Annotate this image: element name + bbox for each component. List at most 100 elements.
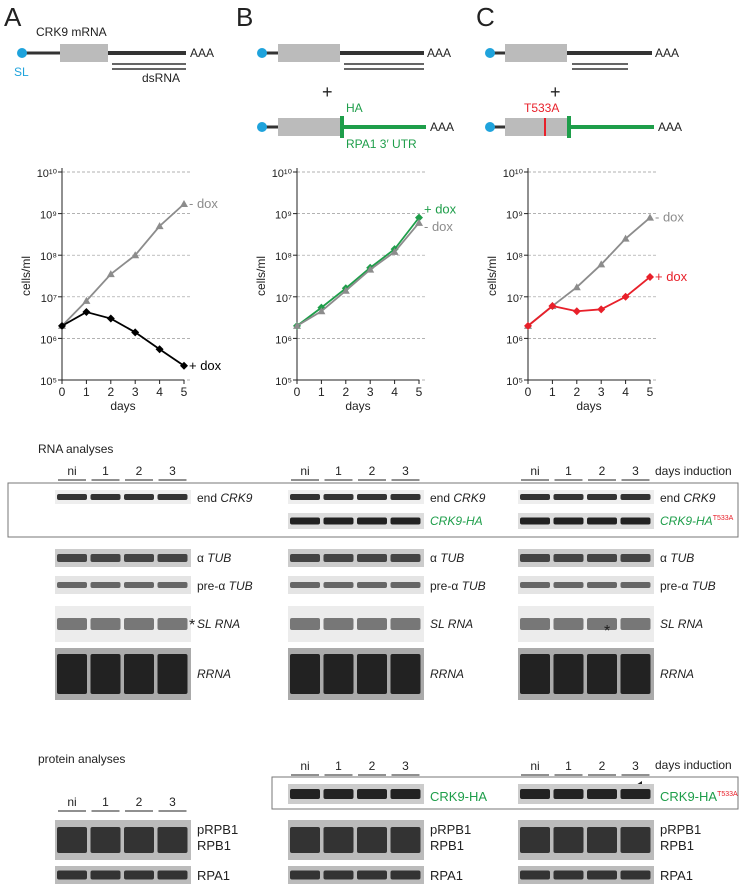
blot-band [620, 618, 651, 630]
lane-label: ni [300, 464, 309, 478]
blot-band [357, 554, 387, 562]
label-part: pRPB1 [430, 822, 471, 837]
diagram-b: AAA + HA RPA1 3′ UTR AAA [257, 44, 454, 151]
x-tick-label: 3 [367, 385, 374, 399]
blot-band [553, 789, 584, 799]
data-point [415, 213, 423, 222]
label-part: TUB [440, 551, 464, 565]
blot-band [124, 582, 154, 588]
label-part: RPB1 [660, 838, 694, 853]
blot-band [290, 789, 320, 799]
lane-label: 1 [565, 759, 572, 773]
lane-label: 3 [632, 759, 639, 773]
label: T533A [524, 101, 559, 115]
blot-band [323, 870, 354, 880]
series-line [61, 203, 185, 327]
data-point [293, 321, 301, 329]
box [7, 482, 739, 538]
data-point [155, 222, 164, 230]
section-title: protein analyses [38, 752, 125, 766]
blot-band [520, 517, 550, 525]
label: HA [346, 101, 363, 115]
blot-band [290, 618, 320, 630]
data-point [155, 345, 164, 354]
x-tick-label: 1 [83, 385, 90, 399]
blot-background [288, 576, 424, 594]
y-tick-label: 10⁶ [506, 334, 523, 346]
blot-band [620, 789, 651, 799]
label-part: TUB [692, 579, 716, 593]
blot-label: pRPB1 [197, 822, 238, 837]
blot-background [55, 866, 191, 884]
blot-band [390, 554, 421, 562]
blot-background [288, 866, 424, 884]
y-tick-label: 10⁸ [275, 251, 292, 263]
blot-band [323, 654, 354, 694]
label-part: RRNA [430, 667, 464, 681]
blot-band [323, 517, 354, 525]
y-tick-label: 10⁷ [276, 293, 292, 305]
blot-band [90, 870, 121, 880]
blot-background [55, 576, 191, 594]
blot-label: pRPB1 [660, 822, 701, 837]
blot-band [357, 517, 387, 525]
label: dsRNA [142, 71, 180, 85]
series-label: - dox [655, 210, 684, 225]
data-point [317, 307, 326, 315]
blot-band [357, 618, 387, 630]
blot-label: CRK9-HAT533A [660, 789, 738, 804]
blot-band [520, 494, 550, 500]
y-axis-label: cells/ml [254, 256, 268, 296]
blot-label: SL RNA [430, 617, 473, 631]
blot-band [57, 618, 87, 630]
lane-label: 1 [335, 464, 342, 478]
x-tick-label: 1 [549, 385, 556, 399]
label-part: TUB [229, 579, 253, 593]
blot-band [587, 870, 617, 880]
blot-band [157, 654, 188, 694]
series-label: - dox [189, 196, 218, 211]
blot-band [620, 517, 651, 525]
label-part: CRK9 [453, 491, 485, 505]
blot-band [290, 654, 320, 694]
data-point [58, 321, 66, 330]
series-line [296, 222, 420, 327]
lane-label: 2 [369, 464, 376, 478]
blot-band [587, 517, 617, 525]
y-tick-label: 10⁵ [40, 376, 57, 388]
blot-band [157, 870, 188, 880]
blot-band [290, 494, 320, 500]
label-part: CRK9 [683, 491, 715, 505]
blot-band [157, 618, 188, 630]
y-axis-label: cells/ml [19, 256, 33, 296]
series-line [296, 217, 420, 327]
label: days induction [655, 758, 732, 772]
blot-band [390, 582, 421, 588]
series-line [527, 276, 651, 327]
lane-label: ni [67, 795, 76, 809]
blot-background [518, 513, 654, 529]
blot-band [290, 827, 320, 853]
lane-label: 3 [402, 464, 409, 478]
y-tick-label: 10⁸ [506, 251, 523, 263]
blot-label: end CRK9 [660, 491, 716, 505]
blot-label: RPA1 [197, 868, 230, 883]
blot-band [587, 827, 617, 853]
y-tick-label: 10⁹ [40, 210, 57, 222]
blot-band [357, 870, 387, 880]
blot-background [288, 549, 424, 567]
label-part: pre-α [660, 579, 692, 593]
data-point [621, 234, 630, 242]
lane-label: 3 [632, 464, 639, 478]
blot-band [57, 654, 87, 694]
blot-band [390, 494, 421, 500]
label-part: pre-α [197, 579, 229, 593]
blot-band [323, 554, 354, 562]
blot-label: pre-α TUB [660, 579, 716, 593]
lane-label: 1 [102, 464, 109, 478]
blot-band [520, 789, 550, 799]
label-part: SL RNA [660, 617, 703, 631]
blot-band [57, 582, 87, 588]
blot-band [290, 582, 320, 588]
x-axis-label: days [345, 399, 370, 413]
